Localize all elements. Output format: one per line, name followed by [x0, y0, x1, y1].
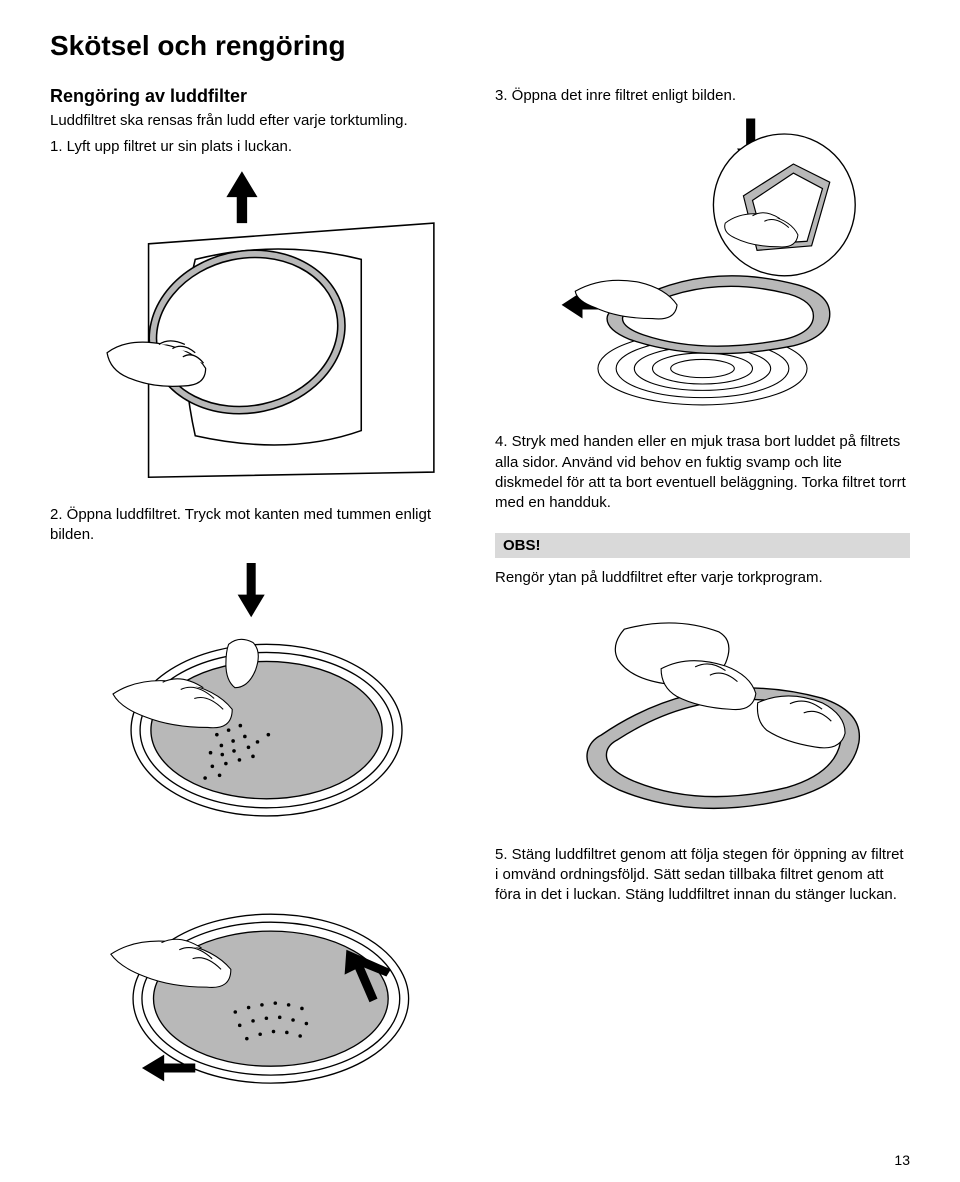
notice-label: OBS!: [495, 533, 910, 558]
step-5-text: 5. Stäng luddfiltret genom att följa ste…: [495, 845, 910, 906]
page-title: Skötsel och rengöring: [50, 30, 910, 62]
page-number: 13: [894, 1152, 910, 1168]
illustration-step-1: [50, 166, 465, 488]
section-title: Rengöring av luddfilter: [50, 86, 465, 107]
step-3-text: 3. Öppna det inre filtret enligt bilden.: [495, 86, 910, 106]
illustration-step-4: [495, 597, 910, 827]
left-column: Rengöring av luddfilter Luddfiltret ska …: [50, 86, 465, 1110]
intro-text: Luddfiltret ska rensas från ludd efter v…: [50, 111, 465, 131]
two-column-layout: Rengöring av luddfilter Luddfiltret ska …: [50, 86, 910, 1110]
right-column: 3. Öppna det inre filtret enligt bilden.: [495, 86, 910, 1110]
step-4-text: 4. Stryk med handen eller en mjuk trasa …: [495, 432, 910, 513]
illustration-step-2: [50, 554, 465, 834]
illustration-bottom-left: [50, 852, 465, 1092]
step-1-text: 1. Lyft upp filtret ur sin plats i lucka…: [50, 137, 465, 157]
illustration-step-3: [495, 114, 910, 414]
step-2-text: 2. Öppna luddfiltret. Tryck mot kanten m…: [50, 505, 465, 546]
notice-text: Rengör ytan på luddfiltret efter varje t…: [495, 568, 910, 588]
